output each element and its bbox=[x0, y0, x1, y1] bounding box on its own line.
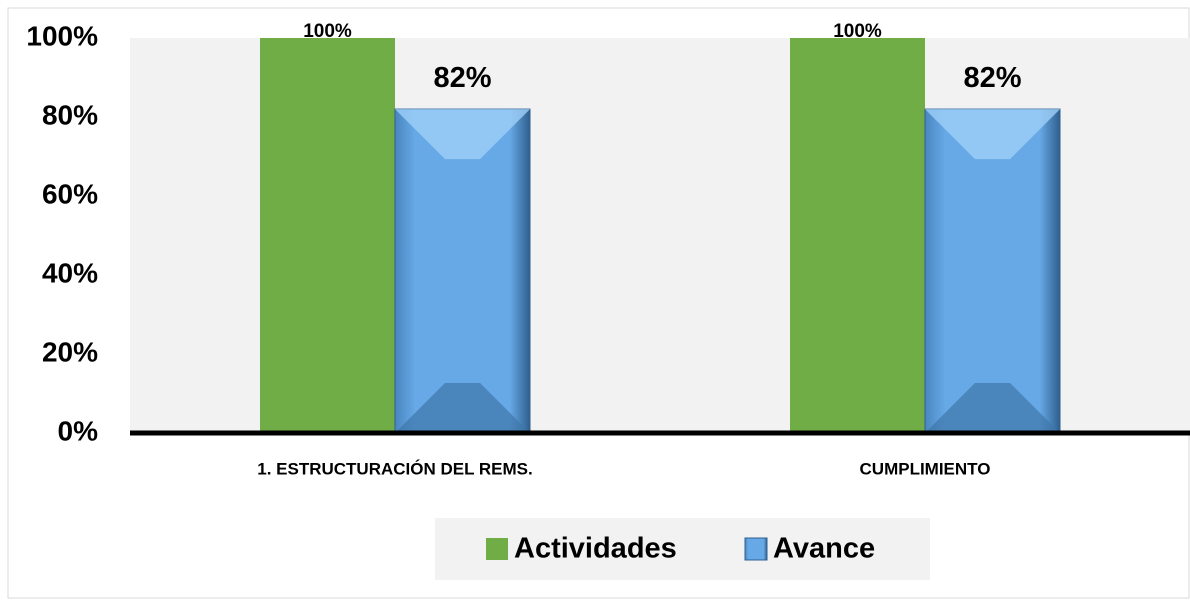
legend-swatch bbox=[486, 538, 508, 560]
bar bbox=[260, 38, 395, 433]
x-tick-label: CUMPLIMIENTO bbox=[860, 459, 991, 478]
data-label: 100% bbox=[833, 21, 882, 42]
legend-label: Actividades bbox=[514, 533, 677, 565]
legend-label: Avance bbox=[773, 533, 875, 565]
data-label: 82% bbox=[433, 62, 491, 94]
y-tick-label: 20% bbox=[42, 336, 98, 367]
y-tick-label: 40% bbox=[42, 257, 98, 288]
bar bbox=[790, 38, 925, 433]
data-label: 82% bbox=[963, 62, 1021, 94]
bar-bevel bbox=[395, 383, 530, 433]
x-tick-label: 1. ESTRUCTURACIÓN DEL REMS. bbox=[257, 459, 533, 478]
y-tick-label: 0% bbox=[58, 415, 99, 446]
y-tick-label: 100% bbox=[26, 20, 98, 51]
bar-bevel bbox=[395, 109, 530, 160]
bar-bevel bbox=[925, 109, 1060, 160]
y-tick-label: 80% bbox=[42, 99, 98, 130]
data-label: 100% bbox=[303, 21, 352, 42]
bar bbox=[924, 108, 1061, 434]
legend-box bbox=[435, 518, 930, 580]
legend-swatch bbox=[744, 537, 768, 561]
bar bbox=[394, 108, 531, 434]
y-tick-label: 60% bbox=[42, 178, 98, 209]
bar-bevel bbox=[925, 383, 1060, 433]
